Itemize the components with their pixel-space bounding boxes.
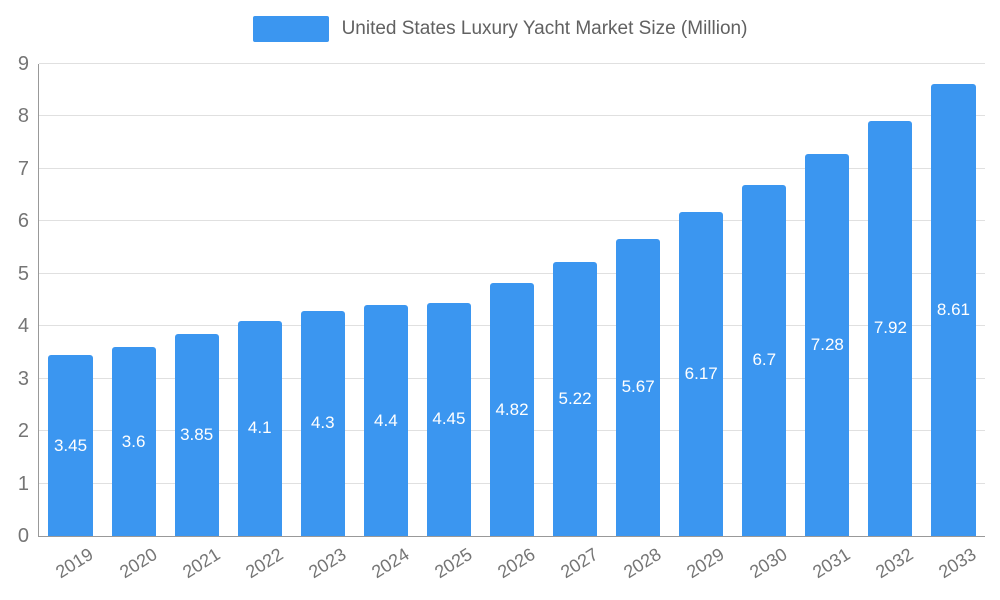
y-axis-tick-label: 2 xyxy=(17,420,29,443)
bar-series: 3.45 3.6 3.85 4.1 4.3 4.4 4.45 4.82 5.22 5.67 6.17… xyxy=(39,64,985,536)
gridline xyxy=(39,167,985,169)
x-axis-tick-label: 2021 xyxy=(178,544,224,583)
x-axis-tick-label: 2019 xyxy=(52,544,98,583)
bar-2027[interactable]: 5.22 xyxy=(552,262,598,536)
x-axis-tick-label: 2027 xyxy=(557,544,602,583)
bar-2031[interactable]: 7.28 xyxy=(805,154,850,536)
bar-2033[interactable]: 8.61 xyxy=(931,84,976,536)
bar-2021[interactable]: 3.85 xyxy=(174,334,219,536)
bar-value-label: 4.4 xyxy=(374,410,398,430)
bar-2022[interactable]: 4.1 xyxy=(237,320,282,536)
bar-value-label: 6.7 xyxy=(752,350,777,370)
bar-2020[interactable]: 3.6 xyxy=(111,347,156,536)
x-axis-tick-label: 2020 xyxy=(115,544,161,583)
bar-2030[interactable]: 6.7 xyxy=(742,184,787,536)
x-axis-tick-label: 2023 xyxy=(304,544,350,583)
bar-2019[interactable]: 3.45 xyxy=(48,355,93,536)
bar-2023[interactable]: 4.3 xyxy=(300,310,345,536)
bar-value-label: 8.61 xyxy=(936,300,970,320)
y-axis-tick-label: 7 xyxy=(17,157,29,180)
y-axis-labels: 0 1 2 3 4 5 6 7 8 9 xyxy=(18,53,985,547)
bar-value-label: 3.45 xyxy=(53,435,88,455)
bar-value-label: 5.22 xyxy=(558,389,592,409)
x-axis-tick-label: 2025 xyxy=(430,544,476,583)
y-axis-tick-label: 1 xyxy=(17,472,29,495)
x-axis-tick-label: 2033 xyxy=(935,544,981,583)
bar-value-label: 7.28 xyxy=(810,335,844,355)
chart-legend[interactable]: United States Luxury Yacht Market Size (… xyxy=(0,15,1000,43)
bar-2026[interactable]: 4.82 xyxy=(489,283,535,536)
bar-value-label: 5.67 xyxy=(621,377,655,397)
x-axis-tick-label: 2029 xyxy=(683,544,728,583)
bar-2024[interactable]: 4.4 xyxy=(363,305,408,536)
bar-2028[interactable]: 5.67 xyxy=(616,238,661,536)
y-axis-tick-label: 3 xyxy=(17,367,29,390)
x-axis-tick-label: 2026 xyxy=(494,544,539,583)
gridline xyxy=(39,220,985,222)
y-axis-tick-label: 0 xyxy=(17,525,29,547)
y-axis-tick-label: 8 xyxy=(17,105,29,128)
bar-2029[interactable]: 6.17 xyxy=(679,212,724,536)
gridline xyxy=(39,63,985,64)
bar-value-label: 3.85 xyxy=(180,425,214,445)
bar-value-label: 4.3 xyxy=(310,413,335,433)
gridline xyxy=(39,272,985,274)
y-axis-tick-label: 9 xyxy=(17,53,29,75)
bar-value-label: 4.1 xyxy=(247,418,272,438)
bar-value-label: 6.17 xyxy=(684,364,718,384)
x-axis-tick-label: 2028 xyxy=(620,544,665,583)
x-axis-labels: 2019 2020 2021 2022 2023 2024 2025 2026 2027 2028… xyxy=(39,64,985,582)
bar-value-label: 4.82 xyxy=(495,399,529,419)
legend-swatch[interactable] xyxy=(252,16,329,42)
y-axis-tick-label: 5 xyxy=(17,262,29,285)
y-axis-tick-label: 6 xyxy=(17,210,29,233)
bar-2025[interactable]: 4.45 xyxy=(426,302,471,536)
bar-value-label: 4.45 xyxy=(432,409,466,429)
legend-label: United States Luxury Yacht Market Size (… xyxy=(341,18,748,39)
y-axis-tick-label: 4 xyxy=(17,315,29,338)
bar-value-label: 7.92 xyxy=(873,318,907,338)
bar-value-label: 3.6 xyxy=(121,431,146,451)
x-axis-tick-label: 2031 xyxy=(809,544,854,583)
plot-area: 0 1 2 3 4 5 6 7 8 9 3.45 3.6 3.85 4.1 4.3 4.4 4.45 4.82 5… xyxy=(18,53,985,582)
x-axis-tick-label: 2024 xyxy=(367,544,413,583)
bar-2032[interactable]: 7.92 xyxy=(868,120,913,536)
x-axis-tick-label: 2032 xyxy=(872,544,917,583)
x-axis-tick-label: 2022 xyxy=(241,544,287,583)
gridline xyxy=(39,115,985,117)
x-axis-tick-label: 2030 xyxy=(746,544,791,583)
